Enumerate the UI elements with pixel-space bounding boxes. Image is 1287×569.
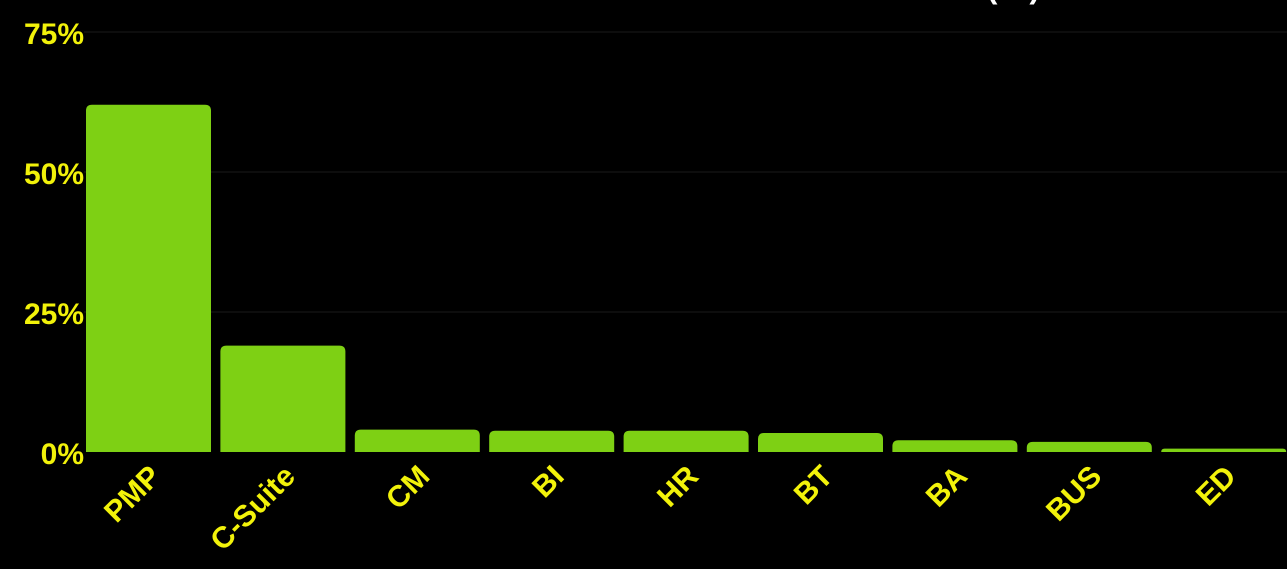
bar-cm — [355, 430, 480, 452]
y-tick-label: 0% — [41, 438, 84, 471]
y-tick-label: 75% — [24, 18, 84, 51]
bar-bt — [758, 433, 883, 452]
y-tick-label: 25% — [24, 298, 84, 331]
bar-ba — [892, 440, 1017, 452]
bar-ed — [1161, 449, 1286, 452]
chart-title-fragment: (…) — [987, 0, 1040, 5]
bar-bus — [1027, 442, 1152, 452]
y-tick-label: 50% — [24, 158, 84, 191]
bar-c-suite — [220, 346, 345, 452]
bar-hr — [624, 431, 749, 452]
bar-pmp — [86, 105, 211, 452]
bar-bi — [489, 431, 614, 452]
